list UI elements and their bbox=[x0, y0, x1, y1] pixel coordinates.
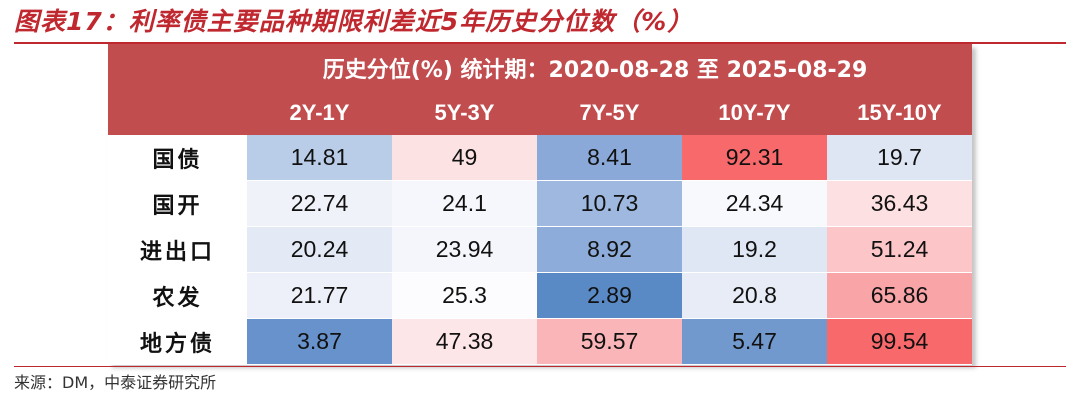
table-cell: 24.1 bbox=[392, 180, 537, 227]
row-label: 农发 bbox=[108, 272, 247, 319]
table-row: 地方债 3.87 47.38 59.57 5.47 99.54 bbox=[108, 318, 973, 365]
source-divider bbox=[14, 366, 1066, 367]
table-cell: 2.89 bbox=[537, 272, 682, 319]
table-cell: 22.74 bbox=[247, 180, 392, 227]
row-label: 国开 bbox=[108, 180, 247, 227]
table-cell: 59.57 bbox=[537, 318, 682, 365]
table-cell: 24.34 bbox=[682, 180, 827, 227]
table-cell: 36.43 bbox=[827, 180, 973, 227]
table-cell: 47.38 bbox=[392, 318, 537, 365]
table-cell: 51.24 bbox=[827, 226, 973, 273]
row-label: 国债 bbox=[108, 135, 247, 181]
table-cell: 5.47 bbox=[682, 318, 827, 365]
table-cell: 21.77 bbox=[247, 272, 392, 319]
table-cell: 14.81 bbox=[247, 135, 392, 181]
table-cell: 3.87 bbox=[247, 318, 392, 365]
table-row: 农发 21.77 25.3 2.89 20.8 65.86 bbox=[108, 272, 973, 319]
table-body: 国债 14.81 49 8.41 92.31 19.7 国开 22.74 24.1 10.73 24… bbox=[108, 135, 973, 365]
table-cell: 92.31 bbox=[682, 135, 827, 181]
percentile-table-container: 历史分位(%) 统计期：2020-08-28 至 2025-08-29 2Y-1… bbox=[108, 44, 973, 365]
source-note: 来源：DM，中泰证券研究所 bbox=[14, 373, 217, 392]
column-header: 2Y-1Y bbox=[247, 91, 392, 135]
table-cell: 20.8 bbox=[682, 272, 827, 319]
table-row: 国开 22.74 24.1 10.73 24.34 36.43 bbox=[108, 180, 973, 227]
row-label: 地方债 bbox=[108, 318, 247, 365]
table-cell: 19.7 bbox=[827, 135, 973, 181]
table-row: 进出口 20.24 23.94 8.92 19.2 51.24 bbox=[108, 226, 973, 273]
table-cell: 19.2 bbox=[682, 226, 827, 273]
table-cell: 23.94 bbox=[392, 226, 537, 273]
title-divider bbox=[14, 42, 1066, 44]
column-header: 7Y-5Y bbox=[537, 91, 682, 135]
table-cell: 25.3 bbox=[392, 272, 537, 319]
table-cell: 99.54 bbox=[827, 318, 973, 365]
table-cell: 20.24 bbox=[247, 226, 392, 273]
table-caption-text: 历史分位(%) 统计期：2020-08-28 至 2025-08-29 bbox=[322, 57, 868, 83]
percentile-table: 历史分位(%) 统计期：2020-08-28 至 2025-08-29 2Y-1… bbox=[108, 44, 973, 365]
figure-title: 图表17：利率债主要品种期限利差近5年历史分位数（%） bbox=[14, 7, 694, 36]
table-cell: 8.92 bbox=[537, 226, 682, 273]
table-cell: 10.73 bbox=[537, 180, 682, 227]
table-caption-row: 历史分位(%) 统计期：2020-08-28 至 2025-08-29 bbox=[108, 44, 973, 91]
table-caption: 历史分位(%) 统计期：2020-08-28 至 2025-08-29 bbox=[108, 44, 973, 91]
table-cell: 49 bbox=[392, 135, 537, 181]
table-header-row: 2Y-1Y 5Y-3Y 7Y-5Y 10Y-7Y 15Y-10Y bbox=[108, 91, 973, 135]
table-cell: 65.86 bbox=[827, 272, 973, 319]
column-header: 5Y-3Y bbox=[392, 91, 537, 135]
column-header: 10Y-7Y bbox=[682, 91, 827, 135]
header-corner bbox=[108, 91, 247, 135]
row-label: 进出口 bbox=[108, 226, 247, 273]
column-header: 15Y-10Y bbox=[827, 91, 973, 135]
table-cell: 8.41 bbox=[537, 135, 682, 181]
table-row: 国债 14.81 49 8.41 92.31 19.7 bbox=[108, 135, 973, 181]
